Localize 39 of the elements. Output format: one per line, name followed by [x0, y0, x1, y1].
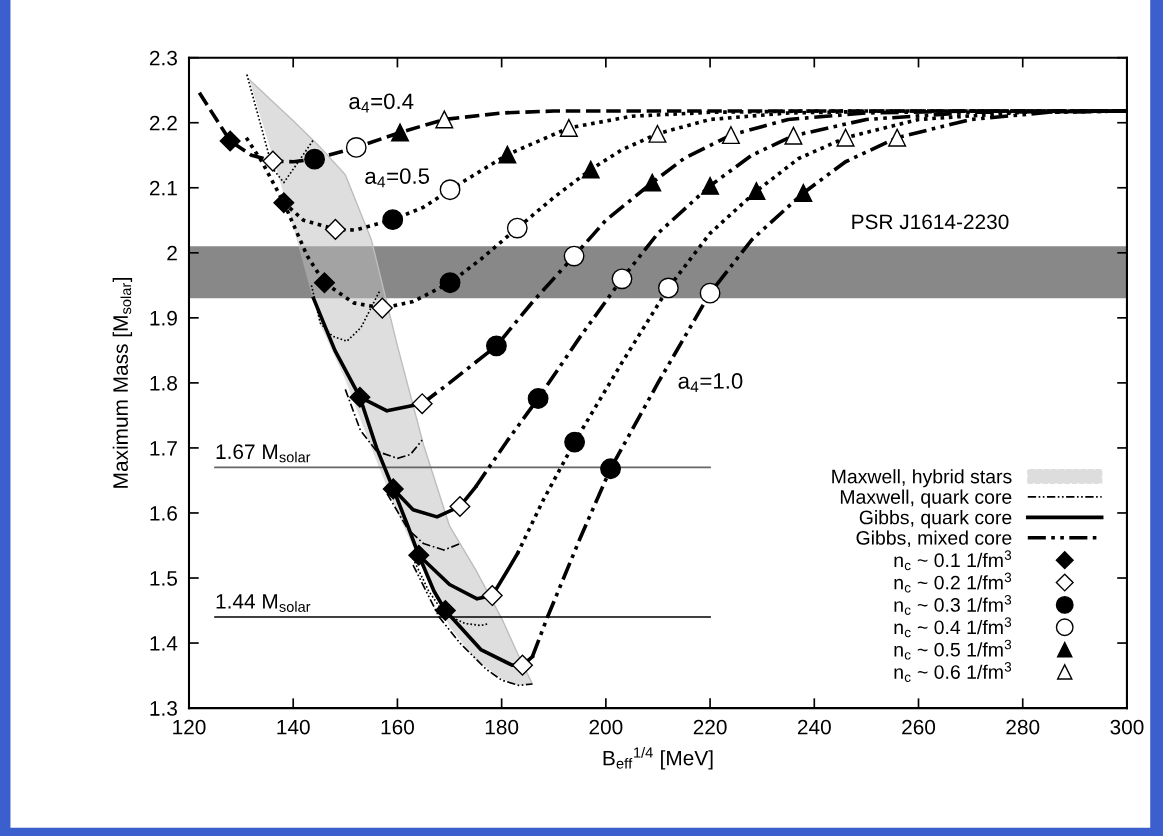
- y-tick-label: 1.7: [150, 441, 177, 456]
- x-tick-label: 280: [1006, 719, 1040, 735]
- legend-label: Gibbs, quark core: [859, 510, 1012, 529]
- legend-label: n$_{c}$ ~ 0.5 1/fm$^{3}$: [894, 639, 1012, 660]
- x-tick-label: 180: [485, 719, 519, 735]
- band-label: PSR J1614-2230: [852, 214, 1009, 230]
- annotation: 1.44 M$_{solar}$: [216, 594, 311, 612]
- y-tick-label: 1.3: [150, 701, 177, 716]
- y-tick-label: 1.5: [150, 571, 178, 586]
- x-tick-label: 240: [797, 719, 831, 735]
- x-axis-title: B$_{eff}$$^{1/4}$ [MeV]: [603, 746, 713, 770]
- annotation: a$_{4}$=1.0: [678, 373, 743, 393]
- y-tick-label: 1.4: [150, 636, 178, 651]
- legend-label: n$_{c}$ ~ 0.4 1/fm$^{3}$: [894, 617, 1012, 638]
- annotation: a$_{4}$=0.4: [349, 93, 414, 113]
- annotation: 1.67 M$_{solar}$: [216, 444, 311, 463]
- x-tick-label: 140: [277, 719, 310, 735]
- y-tick-label: 2.3: [149, 50, 177, 66]
- x-tick-label: 300: [1110, 719, 1144, 735]
- legend-label: n$_{c}$ ~ 0.2 1/fm$^{3}$: [894, 572, 1012, 593]
- annotation: a$_{4}$=0.5: [365, 168, 430, 188]
- x-tick-label: 220: [693, 719, 727, 735]
- legend-label: n$_{c}$ ~ 0.6 1/fm$^{3}$: [894, 662, 1012, 682]
- legend-label: Maxwell, hybrid stars: [832, 469, 1012, 488]
- y-tick-label: 1.8: [150, 375, 177, 391]
- y-tick-label: 2: [167, 245, 177, 261]
- x-tick-label: 260: [902, 719, 936, 735]
- legend-label: n$_{c}$ ~ 0.3 1/fm$^{3}$: [894, 594, 1012, 615]
- legend-label: n$_{c}$ ~ 0.1 1/fm$^{3}$: [894, 550, 1012, 571]
- y-axis-title: Maximum Mass [M$_{solar}$]: [112, 277, 133, 488]
- x-tick-label: 120: [173, 719, 206, 735]
- y-tick-label: 1.6: [150, 505, 177, 521]
- y-tick-label: 1.9: [150, 310, 177, 326]
- x-tick-label: 200: [589, 719, 623, 735]
- x-tick-label: 160: [381, 719, 414, 735]
- y-tick-label: 2.1: [149, 180, 177, 196]
- y-tick-label: 2.2: [149, 115, 177, 131]
- legend-label: Gibbs, mixed core: [856, 530, 1012, 548]
- legend-label: Maxwell, quark core: [840, 489, 1012, 508]
